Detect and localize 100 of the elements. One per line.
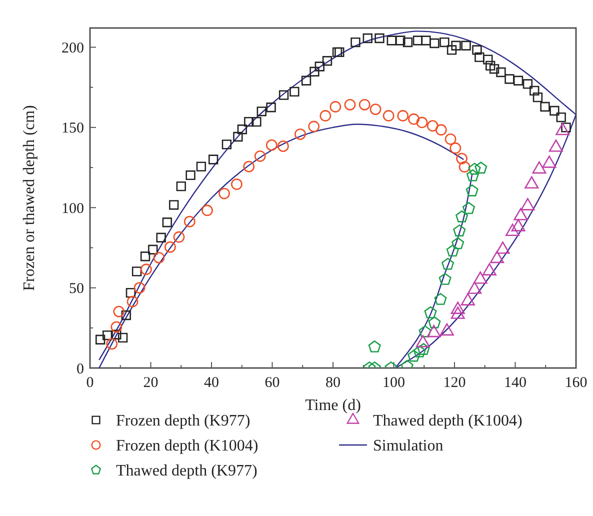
point <box>243 160 255 172</box>
point <box>550 106 560 116</box>
x-tick-label: 120 <box>443 375 466 391</box>
x-tick-label: 140 <box>504 375 526 391</box>
y-tick-label: 200 <box>62 40 84 56</box>
x-tick-label: 100 <box>382 375 405 391</box>
point <box>334 47 344 58</box>
point <box>344 98 356 110</box>
point <box>530 86 540 96</box>
point <box>358 98 370 110</box>
point <box>382 110 394 122</box>
point <box>474 162 488 174</box>
point <box>121 310 131 320</box>
x-tick-label: 40 <box>204 375 219 391</box>
point <box>426 120 438 132</box>
point <box>95 334 106 344</box>
y-tick-label: 0 <box>76 361 84 378</box>
point <box>442 258 454 270</box>
point <box>202 204 213 216</box>
point <box>474 52 484 62</box>
point <box>466 184 478 196</box>
point <box>489 64 500 74</box>
point <box>233 132 243 142</box>
point <box>173 231 185 243</box>
point <box>153 252 165 264</box>
point <box>434 292 447 305</box>
point <box>110 321 122 333</box>
point <box>330 101 342 112</box>
legend-label: Simulation <box>373 438 444 455</box>
point <box>413 345 426 358</box>
point <box>386 36 396 46</box>
x-tick-label: 60 <box>264 375 280 391</box>
legend-label: Frozen depth (K977) <box>116 412 250 430</box>
point <box>126 296 138 308</box>
y-axis-title: Frozen or thawed depth (cm) <box>21 105 38 291</box>
point <box>294 128 306 140</box>
point <box>416 334 430 348</box>
point <box>184 216 196 228</box>
point <box>218 188 230 200</box>
point <box>140 252 150 262</box>
point <box>196 162 206 172</box>
point <box>148 244 158 254</box>
point <box>451 40 461 50</box>
y-tick-label: 50 <box>69 281 84 298</box>
point <box>450 142 462 154</box>
point <box>310 66 320 76</box>
point <box>176 181 186 192</box>
point <box>252 116 262 127</box>
point <box>314 62 324 72</box>
point <box>208 154 218 164</box>
point <box>254 150 266 162</box>
point <box>106 338 118 350</box>
point <box>301 76 312 86</box>
point <box>222 140 232 150</box>
point <box>452 237 464 250</box>
point <box>532 92 543 102</box>
point <box>396 36 406 46</box>
point <box>440 323 454 336</box>
point <box>332 47 342 58</box>
point <box>424 306 437 318</box>
y-tick-label: 100 <box>62 200 84 217</box>
point <box>483 54 493 64</box>
legend-label: Frozen depth (K1004) <box>116 438 258 455</box>
point <box>368 340 381 352</box>
point <box>472 45 482 55</box>
point <box>362 33 372 44</box>
x-axis-title: Time (d) <box>305 397 361 414</box>
point <box>350 37 360 48</box>
point <box>466 169 479 182</box>
point <box>468 162 481 175</box>
point <box>374 33 384 44</box>
point <box>490 250 504 264</box>
point <box>231 178 242 190</box>
point <box>430 38 440 48</box>
point <box>418 325 432 338</box>
point <box>256 106 266 116</box>
point <box>134 282 146 294</box>
point <box>164 241 176 253</box>
point <box>504 74 514 84</box>
x-tick-label: 20 <box>143 375 158 391</box>
x-tick-label: 80 <box>326 375 340 391</box>
point <box>156 232 166 242</box>
point <box>486 60 496 71</box>
point <box>542 156 556 168</box>
point <box>118 332 128 343</box>
legend-label: Thawed depth (K1004) <box>373 412 522 430</box>
point <box>453 224 466 236</box>
point <box>421 36 431 46</box>
point <box>482 263 496 276</box>
point <box>402 37 413 48</box>
point <box>278 90 289 100</box>
point <box>277 140 289 152</box>
point <box>456 210 468 222</box>
point <box>266 102 276 112</box>
point <box>473 271 488 284</box>
point <box>468 282 482 294</box>
point <box>132 266 142 276</box>
point <box>506 224 520 236</box>
point <box>416 116 428 128</box>
point <box>556 112 566 122</box>
